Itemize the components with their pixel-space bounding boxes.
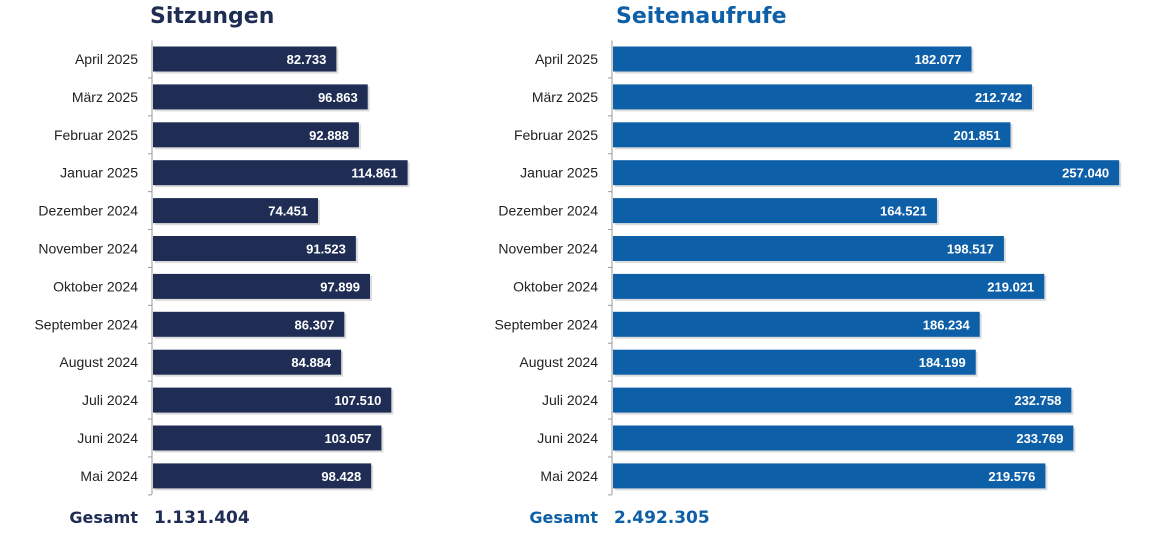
data-label: 98.428 (321, 469, 361, 484)
category-label: April 2025 (75, 51, 138, 67)
category-label: März 2025 (72, 89, 138, 105)
chart-views: April 2025 182.077 März 2025 212.742 Februar… (494, 40, 1122, 496)
data-label: 84.884 (291, 355, 332, 370)
data-label: 219.576 (988, 469, 1035, 484)
bar (613, 273, 1045, 299)
chart-title-views: Seitenaufrufe (616, 4, 787, 29)
data-label: 201.851 (953, 128, 1000, 143)
chart-title-sessions: Sitzungen (150, 4, 275, 29)
data-label: 86.307 (295, 317, 335, 332)
data-label: 219.021 (987, 279, 1034, 294)
bar (153, 463, 372, 489)
bar (153, 273, 371, 299)
bar (153, 122, 359, 148)
category-label: Juni 2024 (537, 430, 598, 446)
data-label: 182.077 (915, 52, 962, 67)
category-label: Juli 2024 (82, 392, 138, 408)
bar (153, 198, 319, 224)
bar (153, 387, 392, 413)
data-label: 82.733 (287, 52, 327, 67)
total-label-views: Gesamt (529, 508, 598, 527)
category-label: Oktober 2024 (53, 278, 138, 294)
category-label: Januar 2025 (60, 165, 138, 181)
data-label: 232.758 (1014, 393, 1061, 408)
category-label: Februar 2025 (514, 127, 598, 143)
data-label: 107.510 (334, 393, 381, 408)
bar (613, 46, 972, 72)
bar (613, 463, 1046, 489)
data-label: 233.769 (1016, 431, 1063, 446)
bar (613, 160, 1120, 186)
category-label: Oktober 2024 (513, 278, 598, 294)
bar (153, 425, 382, 451)
bar (613, 84, 1032, 110)
data-label: 103.057 (324, 431, 371, 446)
category-label: April 2025 (535, 51, 598, 67)
data-label: 164.521 (880, 204, 927, 219)
data-label: 91.523 (306, 242, 346, 257)
category-label: Mai 2024 (540, 468, 598, 484)
category-label: August 2024 (519, 354, 598, 370)
category-label: November 2024 (498, 241, 598, 257)
bar (153, 160, 408, 186)
total-value-views: 2.492.305 (614, 508, 710, 528)
bar (613, 311, 980, 337)
data-label: 198.517 (947, 242, 994, 257)
total-label-sessions: Gesamt (69, 508, 138, 527)
category-label: Dezember 2024 (38, 203, 138, 219)
bar (153, 236, 356, 261)
category-label: August 2024 (59, 354, 138, 370)
bar (153, 46, 337, 72)
data-label: 186.234 (923, 317, 971, 332)
category-label: September 2024 (34, 316, 138, 332)
category-label: Mai 2024 (80, 468, 138, 484)
total-value-sessions: 1.131.404 (154, 508, 250, 528)
data-label: 184.199 (919, 355, 966, 370)
data-label: 96.863 (318, 90, 358, 105)
data-label: 74.451 (268, 204, 308, 219)
category-label: Juli 2024 (542, 392, 598, 408)
bar (613, 236, 1004, 261)
data-label: 114.861 (351, 166, 397, 181)
bar (153, 311, 345, 337)
category-label: Juni 2024 (77, 430, 138, 446)
data-label: 212.742 (975, 90, 1022, 105)
bar (153, 349, 342, 375)
data-label: 92.888 (309, 128, 349, 143)
category-label: Dezember 2024 (498, 203, 598, 219)
category-label: Januar 2025 (520, 165, 598, 181)
bar (613, 122, 1011, 148)
data-label: 257.040 (1062, 166, 1109, 181)
category-label: September 2024 (494, 316, 598, 332)
bar (613, 198, 937, 224)
category-label: Februar 2025 (54, 127, 138, 143)
bar (613, 425, 1074, 451)
bar (613, 349, 976, 375)
category-label: März 2025 (532, 89, 598, 105)
bar (613, 387, 1072, 413)
chart-sessions: April 2025 82.733 März 2025 96.863 Februar 2… (34, 40, 410, 496)
bar (153, 84, 368, 110)
category-label: November 2024 (38, 241, 138, 257)
data-label: 97.899 (320, 279, 360, 294)
